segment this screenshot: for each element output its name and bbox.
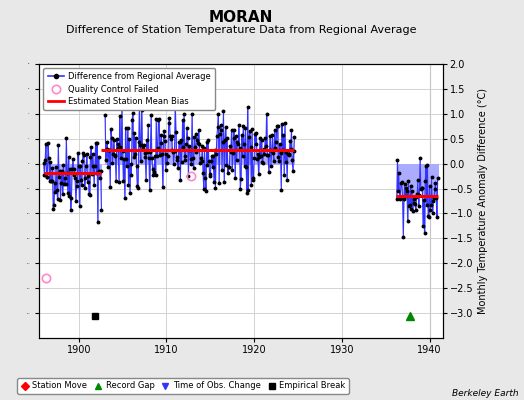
Text: Berkeley Earth: Berkeley Earth (452, 389, 519, 398)
Legend: Difference from Regional Average, Quality Control Failed, Estimated Station Mean: Difference from Regional Average, Qualit… (43, 68, 215, 110)
Text: MORAN: MORAN (209, 10, 273, 25)
Y-axis label: Monthly Temperature Anomaly Difference (°C): Monthly Temperature Anomaly Difference (… (477, 88, 487, 314)
Legend: Station Move, Record Gap, Time of Obs. Change, Empirical Break: Station Move, Record Gap, Time of Obs. C… (17, 378, 348, 394)
Text: Difference of Station Temperature Data from Regional Average: Difference of Station Temperature Data f… (66, 25, 416, 35)
